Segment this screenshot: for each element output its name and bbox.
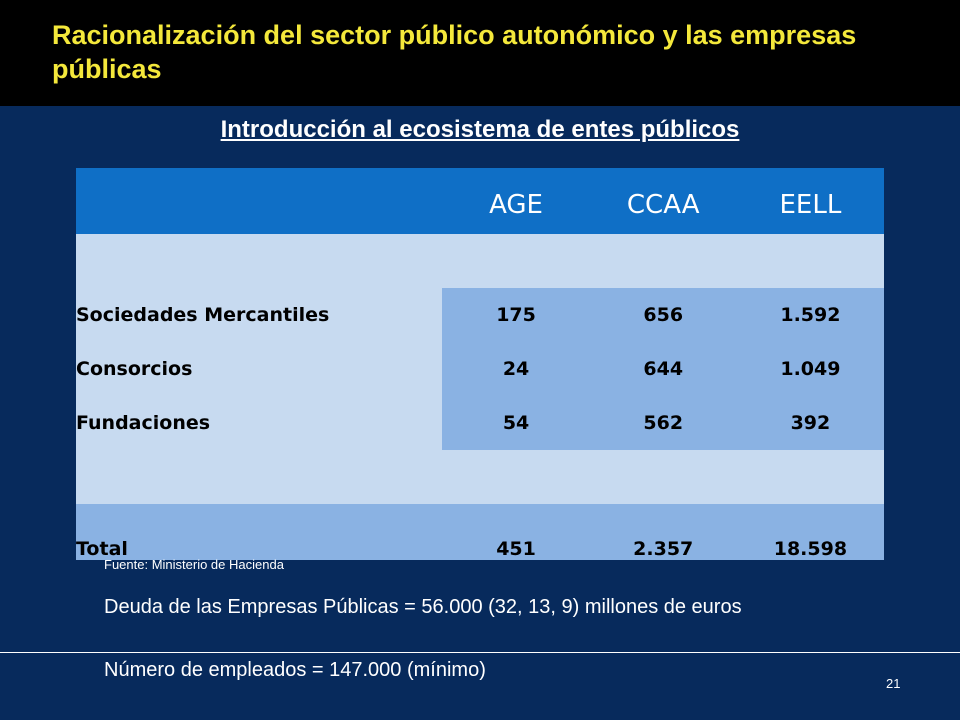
- cell-value: 1.049: [736, 342, 884, 396]
- header-blank-cell: [76, 168, 443, 234]
- table-spacer-row: [76, 450, 884, 504]
- page-number: 21: [886, 676, 901, 691]
- header-ccaa: CCAA: [589, 168, 737, 234]
- cell-value: 562: [589, 396, 737, 450]
- spacer-cell: [76, 450, 443, 504]
- employees-note: Número de empleados = 147.000 (mínimo): [104, 659, 486, 681]
- spacer-cell: [589, 450, 737, 504]
- row-label: Sociedades Mercantiles: [76, 288, 443, 342]
- spacer-cell: [736, 450, 884, 504]
- table-row: Sociedades Mercantiles 175 656 1.592: [76, 288, 884, 342]
- table-total-row: Total 451 2.357 18.598: [76, 504, 884, 560]
- entities-table: AGE CCAA EELL Sociedades Mercantiles 175…: [76, 168, 884, 560]
- row-label: Consorcios: [76, 342, 443, 396]
- spacer-cell: [736, 234, 884, 288]
- slide-subtitle: Introducción al ecosistema de entes públ…: [220, 116, 740, 143]
- spacer-cell: [442, 234, 590, 288]
- slide-title: Racionalización del sector público auton…: [52, 20, 857, 84]
- spacer-cell: [589, 234, 737, 288]
- cell-value: 175: [442, 288, 590, 342]
- divider-line: [0, 652, 960, 653]
- table-header-row: AGE CCAA EELL: [76, 168, 884, 234]
- header-age: AGE: [442, 168, 590, 234]
- cell-value: 54: [442, 396, 590, 450]
- cell-value: 1.592: [736, 288, 884, 342]
- row-label: Fundaciones: [76, 396, 443, 450]
- total-label: Total: [76, 504, 443, 560]
- cell-value: 644: [589, 342, 737, 396]
- total-value: 2.357: [589, 504, 737, 560]
- cell-value: 392: [736, 396, 884, 450]
- table-row: Consorcios 24 644 1.049: [76, 342, 884, 396]
- cell-value: 656: [589, 288, 737, 342]
- source-note: Fuente: Ministerio de Hacienda: [104, 557, 284, 572]
- table-row: Fundaciones 54 562 392: [76, 396, 884, 450]
- table-spacer-row: [76, 234, 884, 288]
- spacer-cell: [442, 450, 590, 504]
- total-value: 18.598: [736, 504, 884, 560]
- total-value: 451: [442, 504, 590, 560]
- title-bar: Racionalización del sector público auton…: [0, 0, 960, 106]
- debt-note: Deuda de las Empresas Públicas = 56.000 …: [104, 596, 742, 618]
- spacer-cell: [76, 234, 443, 288]
- header-eell: EELL: [736, 168, 884, 234]
- cell-value: 24: [442, 342, 590, 396]
